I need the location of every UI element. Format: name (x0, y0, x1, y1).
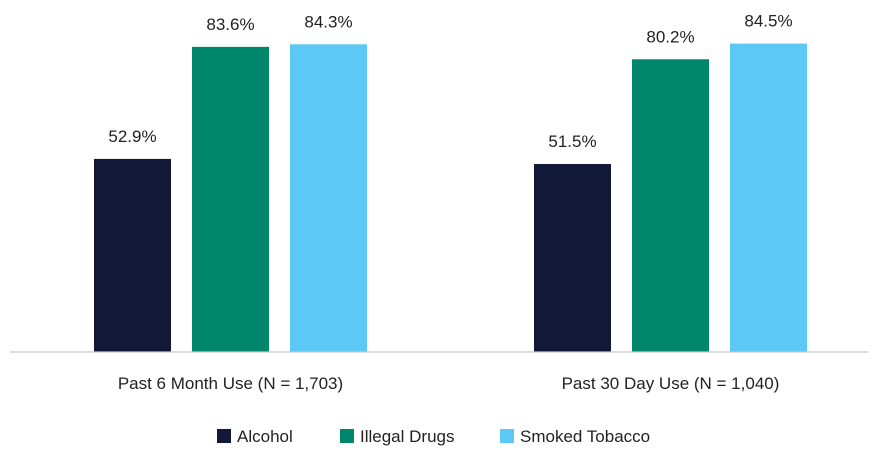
category-label-2: Past 30 Day Use (N = 1,040) (562, 374, 780, 393)
category-labels-layer: Past 6 Month Use (N = 1,703) Past 30 Day … (118, 374, 780, 393)
category-label-1: Past 6 Month Use (N = 1,703) (118, 374, 343, 393)
bar-smoked-tobacco-1 (290, 44, 367, 353)
legend: Alcohol Illegal Drugs Smoked Tobacco (217, 427, 650, 446)
data-label-illegal-drugs-2: 80.2% (646, 27, 694, 46)
legend-swatch-illegal-drugs (340, 429, 354, 443)
data-label-smoked-tobacco-2: 84.5% (744, 12, 792, 31)
bar-alcohol-1 (94, 158, 171, 352)
legend-label-illegal-drugs: Illegal Drugs (360, 427, 455, 446)
data-label-smoked-tobacco-1: 84.3% (304, 12, 352, 31)
bar-illegal-drugs-1 (192, 46, 269, 353)
legend-label-smoked-tobacco: Smoked Tobacco (520, 427, 650, 446)
data-label-illegal-drugs-1: 83.6% (206, 15, 254, 34)
data-labels-layer: 52.9% 83.6% 84.3% 51.5% 80.2% 84.5% (108, 12, 792, 151)
legend-swatch-smoked-tobacco (500, 429, 514, 443)
bar-smoked-tobacco-2 (730, 43, 807, 352)
bar-alcohol-2 (534, 164, 611, 352)
data-label-alcohol-1: 52.9% (108, 127, 156, 146)
bar-illegal-drugs-2 (632, 59, 709, 353)
legend-label-alcohol: Alcohol (237, 427, 293, 446)
data-label-alcohol-2: 51.5% (548, 132, 596, 151)
bars-layer (94, 43, 807, 353)
legend-swatch-alcohol (217, 429, 231, 443)
